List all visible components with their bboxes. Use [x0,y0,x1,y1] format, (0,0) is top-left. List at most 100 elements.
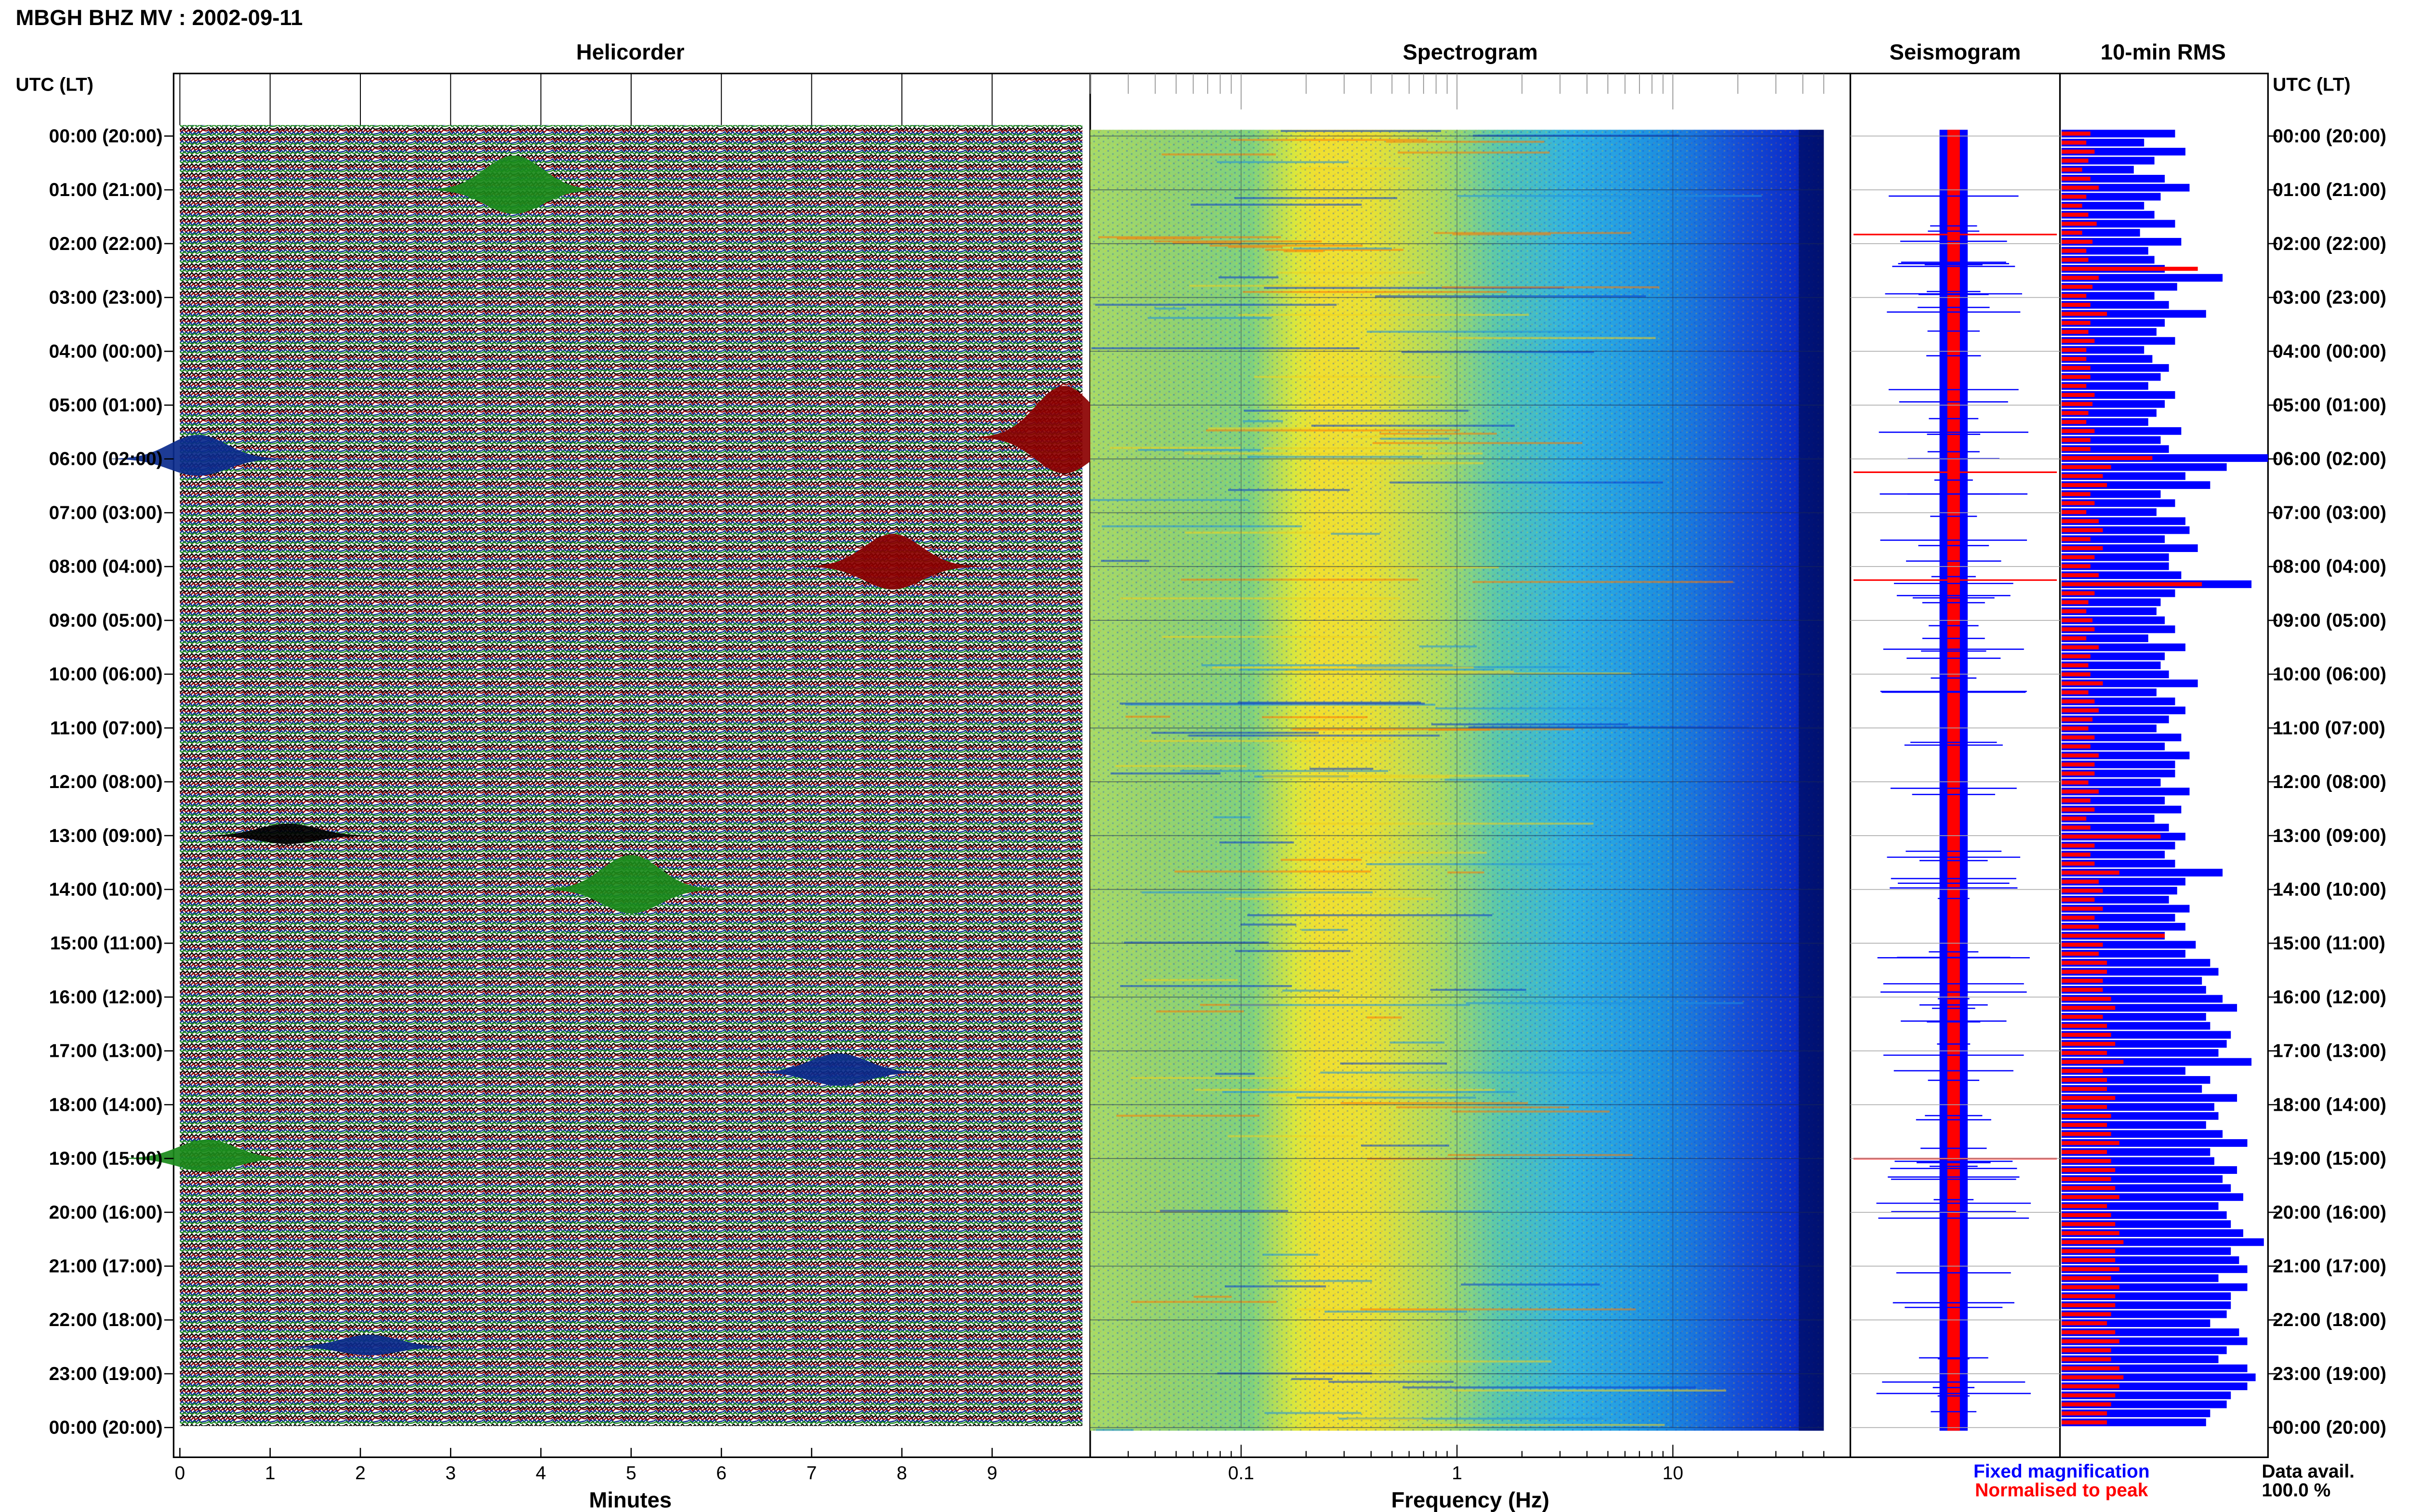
spectrogram-streak [1309,767,1374,770]
rms-normalised-bar [2061,375,2091,379]
hour-label: 08:00 (04:00) [2273,556,2386,577]
spectrogram-streak [1162,635,1379,638]
hour-label: 21:00 (17:00) [2273,1256,2386,1277]
hour-label: 19:00 (15:00) [2273,1148,2386,1169]
hour-label: 05:00 (01:00) [49,395,163,416]
rms-normalised-bar [2061,816,2087,821]
rms-normalised-bar [2061,510,2087,514]
spectrogram-streak [1120,702,1425,705]
hour-label: 12:00 (08:00) [2273,772,2386,792]
hour-label: 13:00 (09:00) [49,826,163,846]
helicorder-event [120,1139,293,1172]
spectrogram-streak [1212,666,1474,669]
spectrogram-streak [1091,347,1360,350]
rms-normalised-bar [2061,329,2089,334]
hour-label: 03:00 (23:00) [2273,288,2386,308]
spectrogram-streak [1277,271,1425,274]
spectrogram-streak [1361,1144,1449,1147]
rms-normalised-bar [2061,1402,2111,1407]
spectrogram-streak [1422,1424,1665,1426]
spectrogram-title: Spectrogram [1403,39,1538,64]
hour-label: 13:00 (09:00) [2273,826,2386,846]
spectrogram-streak [1184,452,1483,455]
spectrogram-streak [1366,330,1595,333]
rms-normalised-bar [2061,735,2095,740]
spectrogram-streak [1098,236,1281,238]
spectrogram-streak [1281,858,1362,861]
rms-normalised-bar [2061,1213,2111,1217]
minute-tick-label: 9 [987,1463,997,1484]
hour-label: 00:00 (20:00) [49,126,163,146]
minute-tick-label: 5 [626,1463,636,1484]
rms-normalised-bar [2061,636,2087,641]
minute-axis: 0 1 2 3 4 5 6 7 8 9 [175,1447,997,1484]
hour-label: 00:00 (20:00) [2273,1418,2386,1438]
rms-fixed-bar [2061,274,2223,282]
spectrogram-streak [1274,1280,1372,1282]
rms-normalised-bar [2061,312,2107,316]
spectrogram-streak [1209,244,1363,247]
rms-normalised-bar [2061,880,2099,884]
rms-normalised-bar [2061,591,2095,595]
spectrogram-grid [1089,73,1825,1428]
spectrogram-streak [1141,891,1373,894]
spectrogram-streak [1243,290,1507,293]
utc-label-right: UTC (LT) [2273,74,2350,95]
spectrogram-streak [1360,1308,1636,1311]
spectrogram-streak [1340,1102,1528,1104]
spectrogram-streak [1234,197,1398,199]
spectrogram-streak [1466,1002,1744,1004]
helicorder-traces [180,125,1083,1426]
rms-normalised-bar [2061,708,2099,713]
spectrogram-streak [1228,1135,1358,1137]
spectrogram-streak [1403,1386,1696,1389]
rms-normalised-bar [2061,140,2087,145]
spectrogram-streak [1201,664,1453,667]
hour-label: 06:00 (02:00) [2273,449,2386,470]
spectrogram-streak [1324,1310,1468,1313]
rms-normalised-bar [2061,762,2095,767]
rms-normalised-bar [2061,546,2103,551]
helicorder-event [283,1335,456,1355]
spectrogram-streak [1225,897,1434,900]
rms-normalised-bar [2061,366,2091,370]
rms-normalised-bar [2061,744,2091,749]
rms-normalised-bar [2061,456,2153,460]
minute-tick-label: 1 [265,1463,276,1484]
rms-normalised-bar [2061,1285,2119,1289]
hour-label: 22:00 (18:00) [2273,1310,2386,1330]
spectrogram-streak [1218,276,1279,278]
rms-normalised-bar [2061,1186,2116,1190]
spectrogram-streak [1461,1283,1600,1286]
spectrogram-streak [1101,560,1150,562]
rms-normalised-bar [2061,681,2103,685]
spectrogram-streak [1346,1260,1380,1262]
spectrogram-streak [1131,1301,1277,1303]
spectrogram-streak [1160,1210,1288,1212]
spectrogram-streak [1111,772,1221,775]
spectrogram-streak [1396,1106,1569,1108]
spectrogram-streak [1281,130,1442,132]
spectrogram-streak [1366,863,1593,866]
rms-normalised-bar [2061,753,2099,758]
spectrogram-streak [1472,581,1733,583]
rms-normalised-bar [2061,465,2111,469]
spectrogram-streak [1231,139,1428,141]
minute-tick-label: 3 [445,1463,456,1484]
rms-normalised-bar [2061,978,2103,983]
spectrogram-streak [1174,870,1371,873]
spectrogram-streak [1116,1115,1260,1117]
spectrogram-streak [1154,307,1186,310]
rms-normalised-bar [2061,1294,2116,1299]
rms-normalised-bar [2061,798,2091,803]
rms-normalised-bar [2061,771,2095,776]
minute-tick-label: 2 [355,1463,366,1484]
spectrogram-streak [1193,1296,1232,1298]
helicorder-event [978,386,1151,473]
rms-normalised-bar [2061,1006,2116,1010]
rms-normalised-bar [2061,266,2198,271]
spectrogram-streak [1447,871,1484,874]
helicorder-event [807,534,979,590]
rms-normalised-bar [2061,1258,2116,1262]
